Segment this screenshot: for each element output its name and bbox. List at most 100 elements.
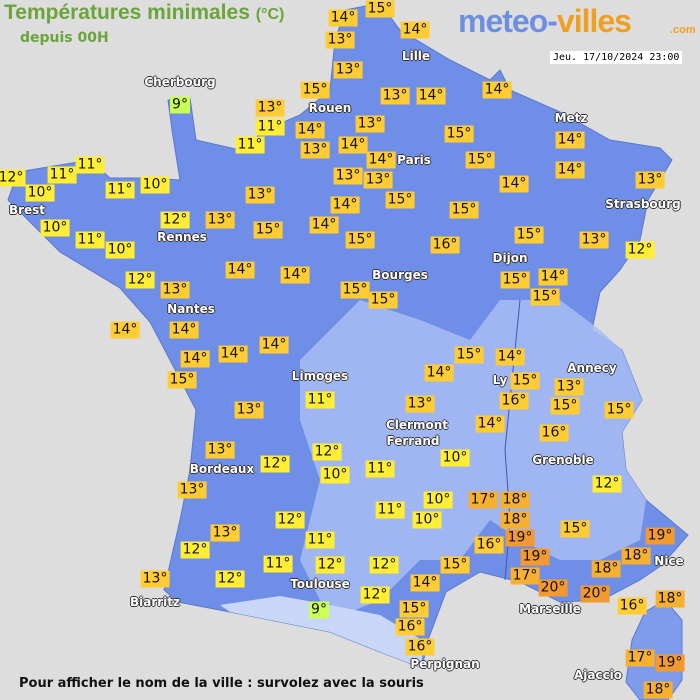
- temperature-label[interactable]: 18°: [500, 511, 530, 529]
- temperature-label[interactable]: 10°: [140, 176, 170, 194]
- temperature-label[interactable]: 14°: [495, 348, 525, 366]
- temperature-label[interactable]: 15°: [510, 372, 540, 390]
- temperature-label[interactable]: 13°: [635, 171, 665, 189]
- temperature-label[interactable]: 11°: [255, 118, 285, 136]
- temperature-label[interactable]: 14°: [180, 350, 210, 368]
- temperature-label[interactable]: 11°: [365, 460, 395, 478]
- temperature-label[interactable]: 12°: [312, 443, 342, 461]
- temperature-label[interactable]: 11°: [47, 166, 77, 184]
- temperature-label[interactable]: 15°: [368, 291, 398, 309]
- temperature-label[interactable]: 13°: [380, 87, 410, 105]
- temperature-label[interactable]: 12°: [215, 570, 245, 588]
- temperature-label[interactable]: 19°: [645, 527, 675, 545]
- temperature-label[interactable]: 15°: [444, 125, 474, 143]
- temperature-label[interactable]: 14°: [400, 21, 430, 39]
- temperature-label[interactable]: 16°: [499, 392, 529, 410]
- temperature-label[interactable]: 15°: [345, 231, 375, 249]
- temperature-label[interactable]: 17°: [468, 491, 498, 509]
- temperature-label[interactable]: 15°: [550, 397, 580, 415]
- temperature-label[interactable]: 13°: [210, 524, 240, 542]
- temperature-label[interactable]: 16°: [405, 638, 435, 656]
- temperature-label[interactable]: 16°: [539, 424, 569, 442]
- temperature-label[interactable]: 10°: [440, 449, 470, 467]
- temperature-label[interactable]: 15°: [253, 221, 283, 239]
- temperature-label[interactable]: 13°: [579, 231, 609, 249]
- temperature-label[interactable]: 14°: [169, 321, 199, 339]
- temperature-label[interactable]: 14°: [259, 336, 289, 354]
- temperature-label[interactable]: 16°: [430, 236, 460, 254]
- temperature-label[interactable]: 15°: [454, 346, 484, 364]
- temperature-label[interactable]: 10°: [320, 466, 350, 484]
- temperature-label[interactable]: 18°: [591, 560, 621, 578]
- temperature-label[interactable]: 9°: [170, 96, 190, 114]
- meteo-villes-logo[interactable]: meteo-villes: [458, 4, 632, 38]
- temperature-label[interactable]: 16°: [617, 597, 647, 615]
- temperature-label[interactable]: 20°: [580, 585, 610, 603]
- temperature-label[interactable]: 14°: [330, 196, 360, 214]
- temperature-label[interactable]: 13°: [205, 441, 235, 459]
- temperature-label[interactable]: 14°: [218, 345, 248, 363]
- temperature-label[interactable]: 14°: [366, 151, 396, 169]
- temperature-label[interactable]: 15°: [604, 401, 634, 419]
- temperature-label[interactable]: 18°: [643, 681, 673, 699]
- temperature-label[interactable]: 11°: [75, 231, 105, 249]
- temperature-label[interactable]: 15°: [365, 0, 395, 18]
- temperature-label[interactable]: 12°: [260, 455, 290, 473]
- temperature-label[interactable]: 18°: [500, 491, 530, 509]
- temperature-label[interactable]: 12°: [180, 541, 210, 559]
- temperature-label[interactable]: 14°: [295, 121, 325, 139]
- temperature-label[interactable]: 14°: [538, 268, 568, 286]
- temperature-label[interactable]: 17°: [625, 649, 655, 667]
- temperature-label[interactable]: 14°: [225, 261, 255, 279]
- temperature-label[interactable]: 10°: [40, 219, 70, 237]
- temperature-label[interactable]: 12°: [160, 211, 190, 229]
- temperature-label[interactable]: 12°: [592, 475, 622, 493]
- temperature-label[interactable]: 19°: [505, 529, 535, 547]
- temperature-label[interactable]: 12°: [625, 241, 655, 259]
- temperature-label[interactable]: 12°: [275, 511, 305, 529]
- temperature-label[interactable]: 13°: [554, 378, 584, 396]
- temperature-label[interactable]: 13°: [255, 99, 285, 117]
- temperature-label[interactable]: 15°: [440, 556, 470, 574]
- temperature-label[interactable]: 13°: [140, 570, 170, 588]
- temperature-label[interactable]: 14°: [338, 136, 368, 154]
- temperature-label[interactable]: 14°: [482, 81, 512, 99]
- temperature-label[interactable]: 14°: [499, 175, 529, 193]
- temperature-label[interactable]: 15°: [300, 81, 330, 99]
- temperature-label[interactable]: 14°: [280, 266, 310, 284]
- temperature-label[interactable]: 13°: [245, 186, 275, 204]
- temperature-label[interactable]: 12°: [315, 556, 345, 574]
- temperature-label[interactable]: 15°: [500, 271, 530, 289]
- temperature-label[interactable]: 9°: [309, 601, 329, 619]
- temperature-label[interactable]: 14°: [110, 321, 140, 339]
- temperature-label[interactable]: 11°: [305, 391, 335, 409]
- temperature-label[interactable]: 10°: [423, 491, 453, 509]
- temperature-label[interactable]: 14°: [424, 364, 454, 382]
- temperature-label[interactable]: 15°: [449, 201, 479, 219]
- temperature-label[interactable]: 15°: [530, 288, 560, 306]
- temperature-label[interactable]: 16°: [395, 618, 425, 636]
- temperature-label[interactable]: 10°: [25, 184, 55, 202]
- temperature-label[interactable]: 18°: [655, 590, 685, 608]
- temperature-label[interactable]: 14°: [410, 574, 440, 592]
- temperature-label[interactable]: 14°: [555, 131, 585, 149]
- temperature-label[interactable]: 20°: [538, 579, 568, 597]
- temperature-label[interactable]: 13°: [333, 61, 363, 79]
- temperature-label[interactable]: 15°: [385, 191, 415, 209]
- temperature-label[interactable]: 14°: [475, 415, 505, 433]
- temperature-label[interactable]: 16°: [474, 536, 504, 554]
- temperature-label[interactable]: 13°: [325, 31, 355, 49]
- temperature-label[interactable]: 13°: [234, 401, 264, 419]
- temperature-label[interactable]: 11°: [305, 531, 335, 549]
- temperature-label[interactable]: 11°: [263, 555, 293, 573]
- temperature-label[interactable]: 14°: [309, 216, 339, 234]
- temperature-label[interactable]: 15°: [167, 371, 197, 389]
- temperature-label[interactable]: 10°: [412, 511, 442, 529]
- temperature-label[interactable]: 18°: [621, 547, 651, 565]
- temperature-label[interactable]: 13°: [177, 481, 207, 499]
- temperature-label[interactable]: 13°: [300, 141, 330, 159]
- temperature-label[interactable]: 14°: [555, 161, 585, 179]
- temperature-label[interactable]: 15°: [465, 151, 495, 169]
- temperature-label[interactable]: 13°: [160, 281, 190, 299]
- temperature-label[interactable]: 13°: [355, 115, 385, 133]
